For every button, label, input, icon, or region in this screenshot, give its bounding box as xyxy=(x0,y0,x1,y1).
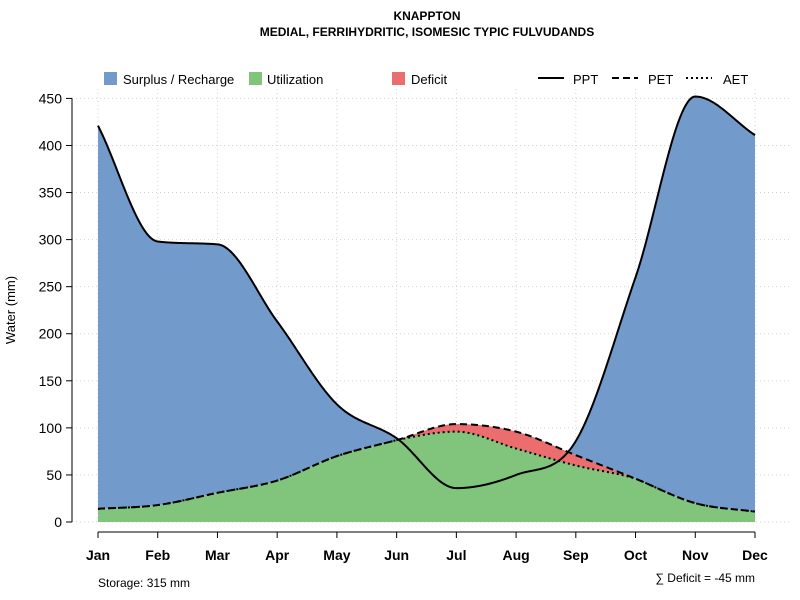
chart-title: KNAPPTON xyxy=(393,9,460,23)
x-tick-label-jul: Jul xyxy=(446,547,466,563)
legend-swatch-deficit xyxy=(392,72,405,85)
x-tick-label-nov: Nov xyxy=(682,547,709,563)
legend: Surplus / Recharge Utilization Deficit P… xyxy=(104,72,748,87)
y-tick-label-350: 350 xyxy=(39,185,63,201)
x-tick-label-jun: Jun xyxy=(384,547,409,563)
legend-swatch-surplus xyxy=(104,72,117,85)
areas xyxy=(98,96,755,522)
lines xyxy=(97,95,756,513)
axes: 0 50 100 150 200 250 300 350 400 450 Jan Feb Mar Apr M… xyxy=(39,90,768,563)
x-tick-label-apr: Apr xyxy=(265,547,290,563)
y-tick-label-450: 450 xyxy=(39,90,63,106)
x-tick-label-may: May xyxy=(323,547,350,563)
y-tick-label-400: 400 xyxy=(39,137,63,153)
x-tick-label-dec: Dec xyxy=(742,547,768,563)
legend-label-surplus: Surplus / Recharge xyxy=(123,72,234,87)
legend-label-pet: PET xyxy=(648,72,673,87)
y-tick-label-150: 150 xyxy=(39,373,63,389)
y-tick-label-100: 100 xyxy=(39,420,63,436)
legend-label-aet: AET xyxy=(723,72,748,87)
ppt-line xyxy=(97,95,756,490)
y-tick-label-250: 250 xyxy=(39,279,63,295)
x-tick-label-mar: Mar xyxy=(205,547,230,563)
x-tick-label-aug: Aug xyxy=(502,547,529,563)
y-tick-label-0: 0 xyxy=(54,514,62,530)
y-tick-label-200: 200 xyxy=(39,326,63,342)
x-tick-label-jan: Jan xyxy=(86,547,110,563)
legend-label-deficit: Deficit xyxy=(411,72,448,87)
y-axis-label: Water (mm) xyxy=(3,276,18,344)
chart-subtitle: MEDIAL, FERRIHYDRITIC, ISOMESIC TYPIC FU… xyxy=(260,25,594,39)
storage-annotation: Storage: 315 mm xyxy=(98,576,190,590)
legend-swatch-utilization xyxy=(249,72,262,85)
utilization-area xyxy=(98,424,755,522)
deficit-annotation: ∑ Deficit = -45 mm xyxy=(655,571,755,585)
legend-label-ppt: PPT xyxy=(573,72,598,87)
legend-label-utilization: Utilization xyxy=(267,72,323,87)
pet-line xyxy=(97,423,756,513)
surplus-recharge-area xyxy=(98,96,755,512)
x-tick-label-feb: Feb xyxy=(145,547,170,563)
x-tick-label-oct: Oct xyxy=(624,547,648,563)
x-tick-label-sep: Sep xyxy=(563,547,589,563)
y-tick-label-300: 300 xyxy=(39,232,63,248)
y-tick-label-50: 50 xyxy=(46,467,62,483)
